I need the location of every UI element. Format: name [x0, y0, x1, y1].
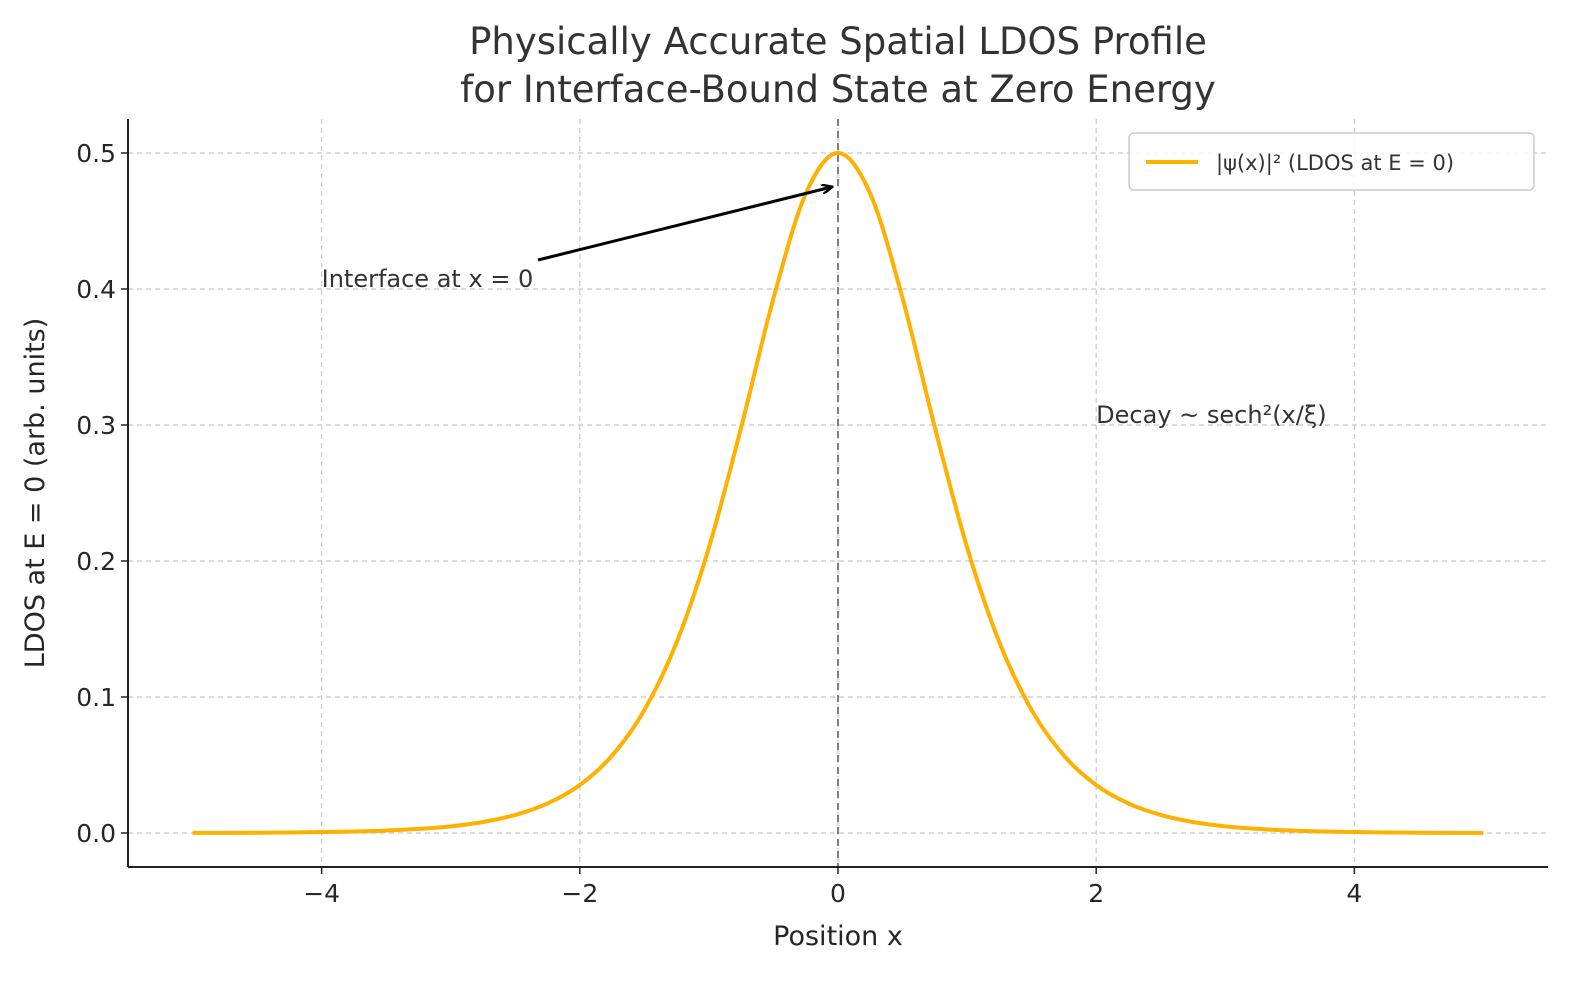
annotation-decay: Decay ~ sech²(x/ξ): [1096, 401, 1326, 429]
legend-box: [1128, 132, 1535, 191]
legend: |ψ(x)|² (LDOS at E = 0): [1128, 132, 1535, 191]
y-tick-label: 0.4: [76, 275, 116, 304]
series-line-ldos: [192, 150, 1484, 835]
x-tick-label: 0: [830, 879, 846, 908]
annotation-interface: Interface at x = 0: [322, 265, 534, 293]
x-tick-label: 2: [1088, 879, 1104, 908]
x-tick-label: 4: [1346, 879, 1362, 908]
y-tick-label: 0.0: [76, 819, 116, 848]
y-tick-label: 0.1: [76, 683, 116, 712]
chart-title-line1: Physically Accurate Spatial LDOS Profile: [469, 20, 1207, 63]
annotation-arrow: [537, 187, 832, 262]
x-tick-label: −2: [561, 879, 598, 908]
y-tick-label: 0.5: [76, 139, 116, 168]
x-axis-label: Position x: [773, 921, 903, 952]
y-axis-label: LDOS at E = 0 (arb. units): [20, 318, 51, 669]
y-tick-label: 0.3: [76, 411, 116, 440]
legend-label: |ψ(x)|² (LDOS at E = 0): [1216, 151, 1454, 176]
grid: [128, 119, 1548, 867]
y-tick-label: 0.2: [76, 547, 116, 576]
annotations: Interface at x = 0 Decay ~ sech²(x/ξ): [322, 187, 1327, 429]
x-tick-label: −4: [303, 879, 340, 908]
chart-title-line2: for Interface-Bound State at Zero Energy: [460, 68, 1216, 111]
ticks: −4 −2 0 2 4 0.0 0.1 0.2 0.3 0.4 0.5: [76, 139, 1362, 908]
